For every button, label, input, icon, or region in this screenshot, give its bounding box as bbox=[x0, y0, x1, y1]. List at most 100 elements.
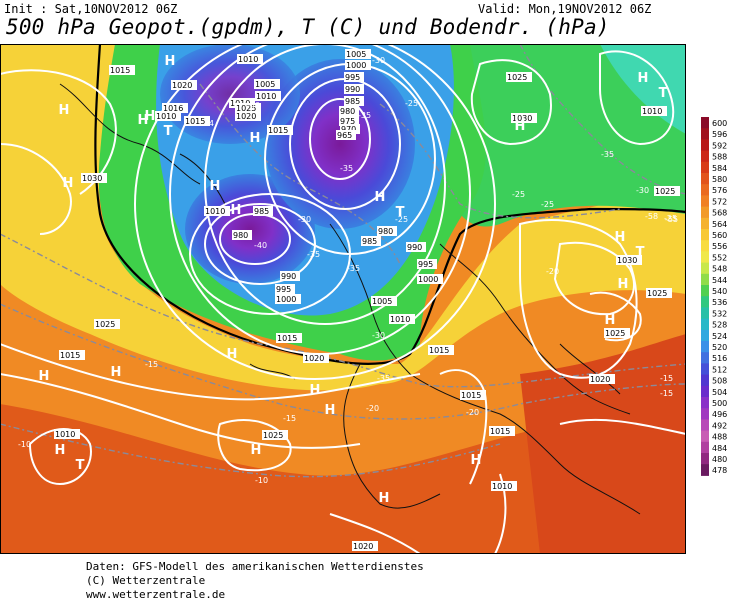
scale-label: 528 bbox=[712, 321, 727, 330]
scale-swatch bbox=[701, 307, 709, 320]
high-pressure-marker: H bbox=[251, 443, 262, 458]
pressure-label: 1010 bbox=[390, 315, 410, 324]
scale-swatch bbox=[701, 341, 709, 353]
pressure-label: 970 bbox=[341, 125, 356, 134]
pressure-label-bg bbox=[339, 106, 359, 116]
pressure-label-bg bbox=[59, 350, 85, 360]
pressure-label-bg bbox=[371, 296, 397, 306]
temperature-label: -30 bbox=[636, 186, 649, 195]
scale-label: 548 bbox=[712, 265, 727, 274]
pressure-label-bg bbox=[352, 541, 378, 551]
pressure-label: 1020 bbox=[236, 112, 256, 121]
scale-label: 480 bbox=[712, 455, 727, 464]
pressure-label-bg bbox=[344, 84, 364, 94]
scale-swatch bbox=[701, 352, 709, 364]
scale-swatch bbox=[701, 385, 709, 398]
pressure-label-bg bbox=[340, 124, 360, 134]
high-pressure-marker: H bbox=[638, 71, 649, 86]
scale-swatch bbox=[701, 161, 709, 174]
pressure-label: 1025 bbox=[236, 104, 256, 113]
hot-field-east bbox=[520, 334, 686, 554]
low-pressure-marker: T bbox=[76, 458, 85, 473]
pressure-label: 1030 bbox=[512, 114, 532, 123]
temperature-label: -20 bbox=[466, 408, 479, 417]
map-title: 500 hPa Geopot.(gpdm), T (C) und Bodendr… bbox=[6, 15, 610, 39]
pressure-label: 995 bbox=[276, 285, 291, 294]
scale-swatch bbox=[701, 251, 709, 264]
pressure-label-bg bbox=[506, 72, 532, 82]
scale-label: 552 bbox=[712, 253, 727, 262]
scale-swatch bbox=[701, 150, 709, 163]
scale-swatch bbox=[701, 397, 709, 409]
scale-label: 492 bbox=[712, 421, 727, 430]
pressure-label-bg bbox=[616, 255, 642, 265]
scale-swatch bbox=[701, 374, 709, 387]
pressure-label: 1010 bbox=[55, 430, 75, 439]
scale-label: 508 bbox=[712, 377, 727, 386]
pressure-label: 1025 bbox=[507, 73, 527, 82]
valid-time: Valid: Mon,19NOV2012 06Z bbox=[478, 2, 652, 16]
pressure-label: 1000 bbox=[276, 295, 296, 304]
pressure-label: 1020 bbox=[304, 354, 324, 363]
scale-label: 524 bbox=[712, 332, 727, 341]
scale-label: 556 bbox=[712, 242, 727, 251]
scale-label: 588 bbox=[712, 153, 727, 162]
pressure-label: 1020 bbox=[172, 81, 192, 90]
temperature-label: -35 bbox=[340, 164, 353, 173]
temperature-label: -25 bbox=[512, 190, 525, 199]
pressure-label-bg bbox=[303, 353, 329, 363]
high-pressure-marker: H bbox=[515, 119, 526, 134]
temperature-label: -35 bbox=[377, 374, 390, 383]
pressure-label-bg bbox=[171, 80, 197, 90]
pressure-label: 1025 bbox=[655, 187, 675, 196]
init-time: Init : Sat,10NOV2012 06Z bbox=[4, 2, 178, 16]
pressure-label: 1000 bbox=[346, 61, 366, 70]
pressure-label: 1015 bbox=[490, 427, 510, 436]
temperature-label: -55 bbox=[665, 215, 678, 224]
scale-label: 496 bbox=[712, 410, 727, 419]
pressure-label-bg bbox=[275, 294, 301, 304]
temperature-label: -25 bbox=[405, 99, 418, 108]
pressure-label: 1010 bbox=[156, 112, 176, 121]
high-pressure-marker: H bbox=[111, 365, 122, 380]
high-pressure-marker: H bbox=[379, 491, 390, 506]
pressure-label-bg bbox=[511, 113, 537, 123]
pressure-label-bg bbox=[428, 345, 454, 355]
scale-label: 536 bbox=[712, 298, 727, 307]
pressure-label: 1020 bbox=[353, 542, 373, 551]
pressure-label-bg bbox=[109, 65, 135, 75]
pressure-label: 1010 bbox=[256, 92, 276, 101]
scale-label: 600 bbox=[712, 119, 727, 128]
high-pressure-marker: H bbox=[605, 313, 616, 328]
pressure-label: 990 bbox=[407, 243, 422, 252]
pressure-label-bg bbox=[276, 333, 302, 343]
scale-swatch bbox=[701, 206, 709, 219]
pressure-label: 1000 bbox=[418, 275, 438, 284]
pressure-label-bg bbox=[204, 206, 230, 216]
low-pressure-marker: T bbox=[396, 205, 405, 220]
pressure-label: 980 bbox=[378, 227, 393, 236]
pressure-label-bg bbox=[254, 79, 280, 89]
scale-swatch bbox=[701, 117, 709, 129]
temperature-label: -10 bbox=[18, 440, 31, 449]
temperature-label: -35 bbox=[601, 150, 614, 159]
temperature-labels: -30 -35 -40 -35 -25 -25 -25 -25 -25 -30 -35 -30 -40 -… bbox=[18, 56, 678, 485]
pressure-label-bg bbox=[604, 328, 630, 338]
pressure-label: 1020 bbox=[590, 375, 610, 384]
pressure-label-bg bbox=[377, 226, 397, 236]
high-pressure-marker: H bbox=[250, 131, 261, 146]
pressure-label: 1015 bbox=[60, 351, 80, 360]
pressure-label-bg bbox=[460, 390, 486, 400]
pressure-label-bg bbox=[275, 284, 295, 294]
weather-map[interactable]: 1015 1020 1010 1015 1010 1005 1010 1020 1015 1010… bbox=[0, 44, 686, 554]
scale-swatch bbox=[701, 184, 709, 196]
pressure-label: 1015 bbox=[268, 126, 288, 135]
pressure-label-bg bbox=[406, 242, 426, 252]
temperature-label: -35 bbox=[307, 250, 320, 259]
pressure-label-bg bbox=[262, 430, 288, 440]
isobars bbox=[0, 44, 686, 554]
pressure-label: 1005 bbox=[372, 297, 392, 306]
footer-website[interactable]: www.wetterzentrale.de bbox=[86, 588, 226, 601]
pressure-label: 995 bbox=[418, 260, 433, 269]
pressure-label-bg bbox=[344, 96, 364, 106]
